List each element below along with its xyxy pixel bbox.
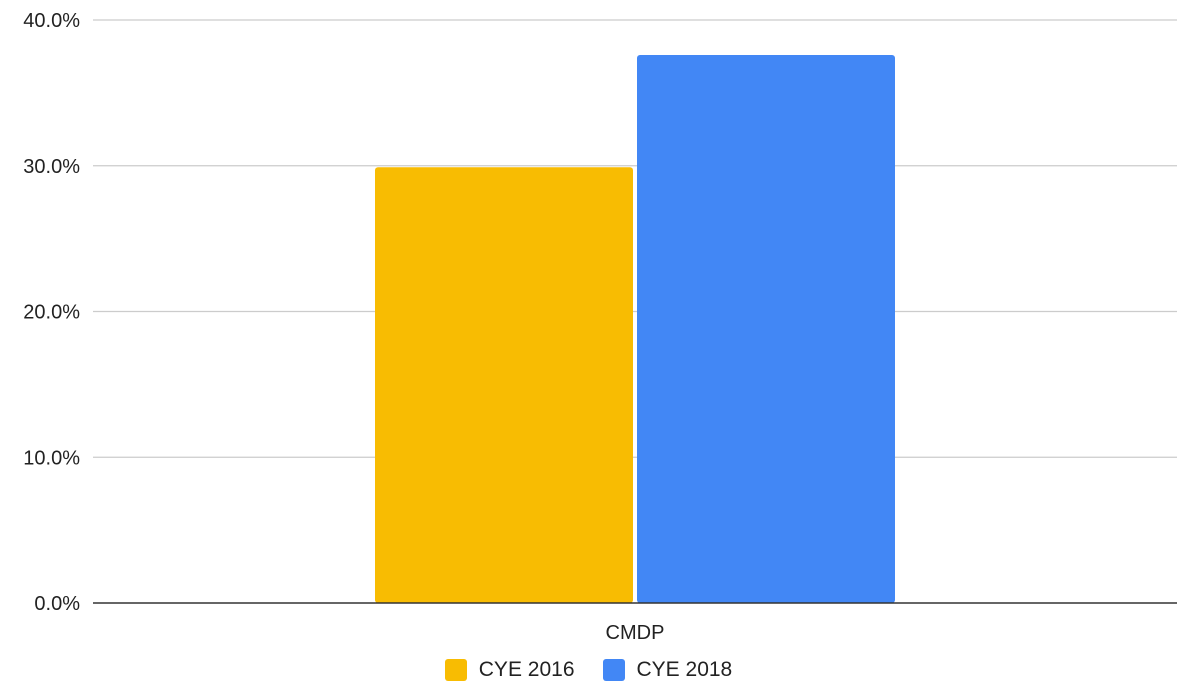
y-tick-label: 30.0%: [23, 156, 80, 178]
y-tick-label: 20.0%: [23, 302, 80, 324]
legend-swatch-cye-2018: [602, 659, 625, 681]
y-axis-tick-labels: 0.0% 10.0% 20.0% 30.0% 40.0%: [23, 10, 80, 615]
legend-item-cye-2018: CYE 2018: [602, 658, 733, 682]
bars: [375, 54, 895, 604]
bar-cye-2018: [637, 54, 895, 604]
x-category-label: CMDP: [606, 622, 665, 644]
y-tick-label: 10.0%: [23, 447, 80, 469]
legend: CYE 2016 CYE 2018: [0, 658, 1177, 682]
legend-swatch-cye-2016: [444, 659, 467, 681]
gridlines: [93, 19, 1177, 458]
bar-cye-2016: [375, 167, 633, 603]
y-tick-label: 40.0%: [23, 10, 80, 32]
x-axis-category-labels: CMDP: [606, 622, 665, 644]
legend-label-cye-2016: CYE 2016: [478, 658, 575, 681]
legend-item-cye-2016: CYE 2016: [444, 658, 575, 682]
legend-label-cye-2018: CYE 2018: [636, 658, 733, 681]
y-tick-label: 0.0%: [34, 593, 80, 615]
